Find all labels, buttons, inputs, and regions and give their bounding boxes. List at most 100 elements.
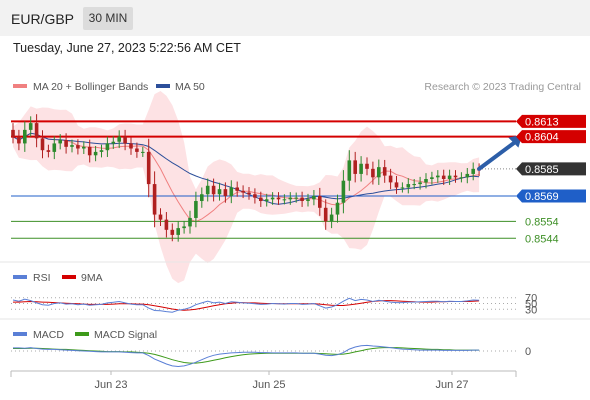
candle-body (223, 189, 228, 196)
candle (146, 138, 151, 198)
candle-body (365, 163, 369, 169)
candle (312, 190, 316, 206)
ma50-legend-swatch (156, 84, 170, 88)
candle (294, 192, 298, 203)
candle (424, 173, 428, 189)
resistance-level-tag: 0.8604 (516, 130, 586, 144)
candle-body (64, 140, 68, 147)
candle (164, 212, 169, 238)
candle (11, 123, 15, 144)
research-credit: Research © 2023 Trading Central (424, 81, 581, 93)
candle (365, 157, 369, 176)
chart-header: EUR/GBP 30 MIN (0, 0, 590, 36)
candle (182, 220, 186, 234)
candle (64, 133, 68, 154)
x-tick-label: Jun 27 (435, 379, 468, 391)
candle (300, 191, 304, 207)
x-tick-label: Jun 23 (94, 379, 127, 391)
level-tag-label: 0.8613 (525, 116, 559, 128)
candle-body (430, 177, 434, 179)
candle-body (347, 160, 352, 181)
macd-signal-legend-swatch (75, 332, 89, 336)
candle-body (87, 146, 92, 156)
candle-body (247, 192, 251, 195)
rsi-legend-label: RSI (33, 272, 51, 284)
current-price-shape (516, 162, 586, 176)
candle-body (270, 197, 275, 200)
candle-body (288, 197, 293, 200)
candle (253, 188, 257, 204)
candle-body (335, 202, 340, 215)
candle (471, 162, 475, 181)
candle (129, 137, 133, 155)
price-tags: 0.8613 0.8604 0.8569 0.8554 0.8544 0.8585 (516, 114, 586, 245)
candle (377, 159, 381, 185)
candle-body (105, 143, 110, 151)
candle-body (441, 175, 446, 179)
macd-signal-line (13, 347, 480, 364)
candle-body (276, 197, 281, 200)
candle (28, 116, 33, 137)
rsi-tick-label: 50 (525, 299, 537, 311)
candle (318, 187, 322, 216)
candle-body (70, 145, 74, 147)
candle-body (341, 180, 346, 203)
candle-body (253, 194, 257, 198)
candle (335, 194, 340, 223)
candle (430, 171, 434, 185)
candle-body (194, 201, 198, 218)
key-levels (11, 120, 516, 239)
candle-body (371, 168, 375, 178)
candle (288, 192, 293, 205)
candle-body (465, 173, 470, 178)
candle-body (182, 226, 186, 229)
candle-body (377, 167, 381, 178)
rsi-ma-legend-swatch (62, 275, 76, 279)
ma50-legend-label: MA 50 (175, 81, 205, 93)
candle (99, 144, 104, 158)
rsi-line (12, 297, 480, 313)
candle (17, 129, 21, 151)
candle (264, 193, 269, 207)
candle-body (176, 228, 180, 235)
timeframe-button[interactable]: 30 MIN (83, 7, 133, 30)
candle-body (359, 163, 363, 174)
candle (465, 167, 470, 184)
candle-body (188, 217, 192, 227)
candle-body (123, 136, 127, 144)
macd-legend-swatch (13, 332, 27, 336)
symbol-label: EUR/GBP (11, 11, 75, 27)
candle (400, 182, 405, 193)
candle (406, 178, 411, 194)
candle-body (229, 187, 234, 196)
candle-body (294, 197, 298, 199)
macd-line (13, 344, 480, 368)
candle (247, 187, 251, 200)
candle-body (17, 136, 21, 144)
support-level-label: 0.8544 (525, 233, 559, 245)
candle (194, 191, 198, 228)
candle (123, 129, 127, 151)
candle (141, 146, 145, 157)
candle-body (205, 185, 210, 195)
candle (211, 178, 216, 202)
candle-body (318, 195, 322, 208)
candle (259, 191, 263, 207)
ma20-legend-swatch (13, 84, 27, 88)
candle (205, 178, 210, 202)
level-tag-shape (516, 130, 586, 144)
rsi-tick-label: 70 (525, 293, 537, 305)
arrow-shaft (477, 140, 517, 171)
x-axis: Jun 23 Jun 25 Jun 27 (94, 371, 469, 391)
candle-body (158, 214, 163, 220)
candle-body (400, 187, 405, 189)
level-tag-shape (516, 189, 586, 203)
candle-body (117, 136, 121, 142)
candle-body (93, 151, 98, 156)
candle (388, 168, 393, 190)
candle (58, 134, 62, 150)
candle (453, 170, 458, 183)
candle (329, 207, 334, 229)
